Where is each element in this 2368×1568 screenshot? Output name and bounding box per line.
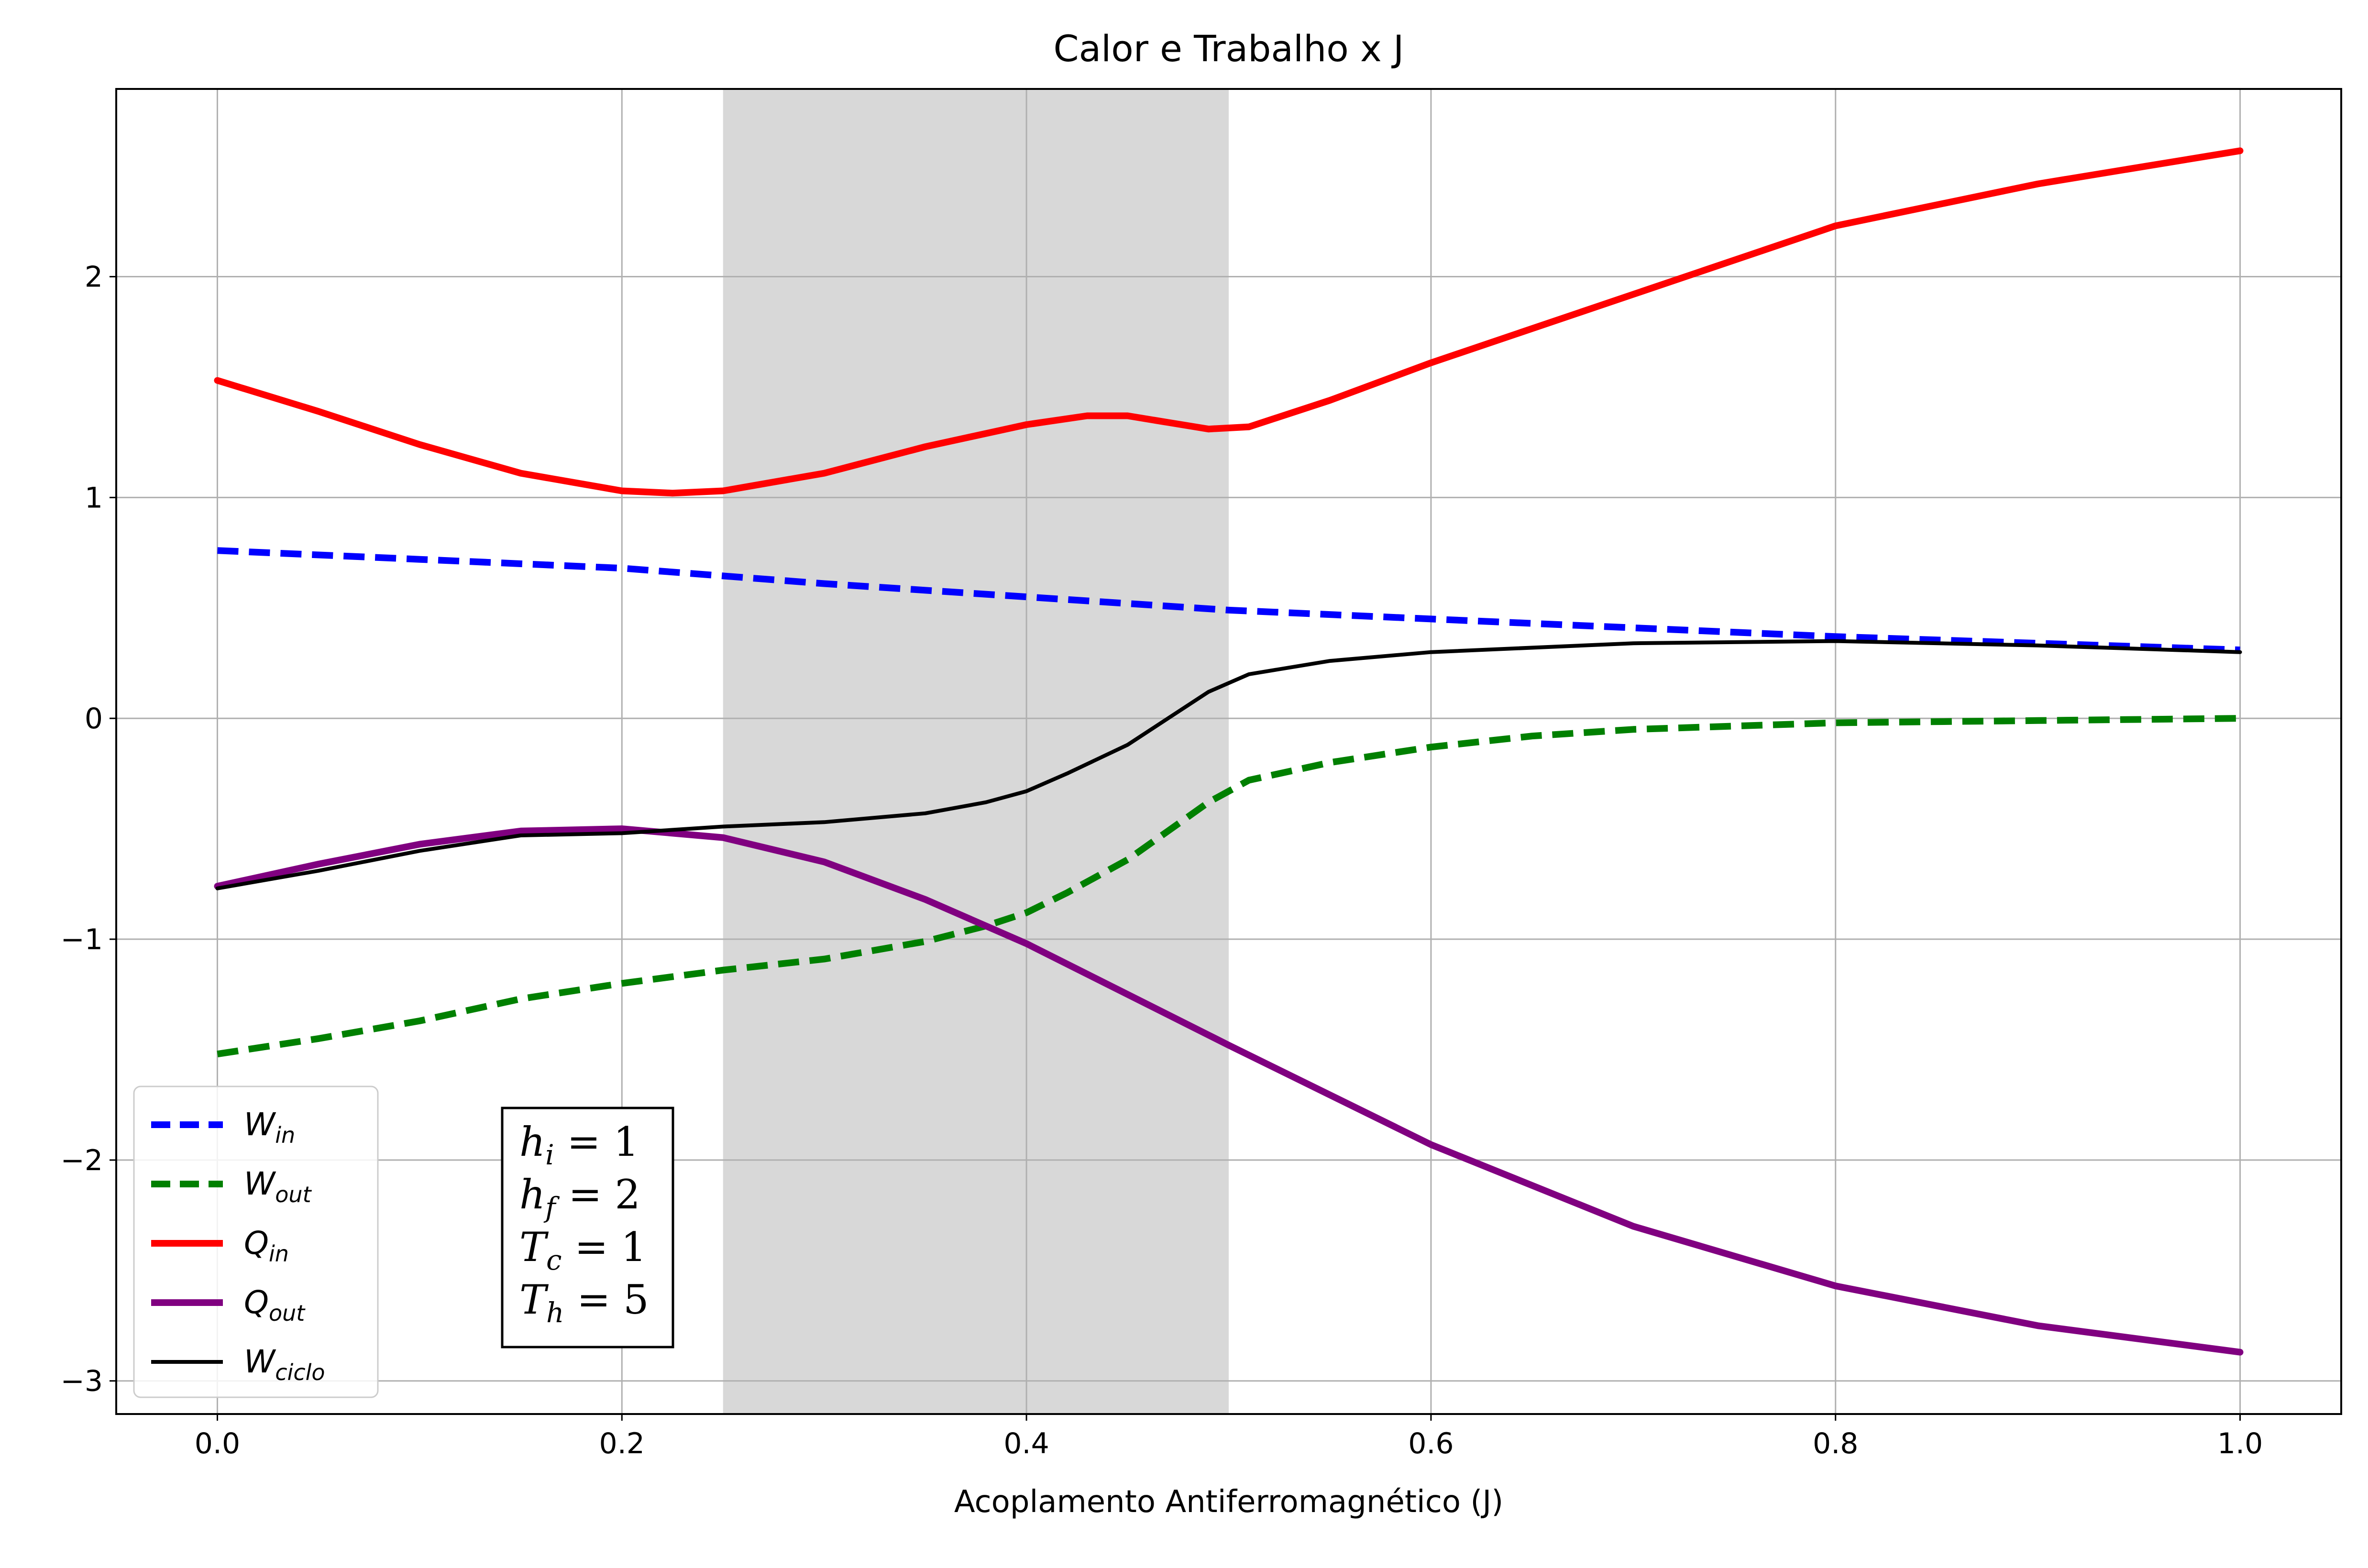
- x-tick-label: 1.0: [2217, 1427, 2263, 1460]
- chart-title: Calor e Trabalho x J: [1054, 27, 1404, 70]
- annotation-line: Th = 5: [519, 1276, 649, 1329]
- tick-layer: 0.0 0.2 0.4 0.6 0.8 1.0 −3 −2 −1 0 1 2: [61, 261, 2263, 1460]
- annotation-box: [501, 1107, 674, 1349]
- y-tick-label: 1: [85, 481, 103, 515]
- y-tick-label: −2: [61, 1144, 103, 1177]
- legend: Win Wout Qin Qout Wciclo: [133, 1086, 379, 1398]
- x-tick-label: 0.4: [1003, 1427, 1049, 1460]
- shaded-region-layer: [723, 89, 1229, 1414]
- legend-label: Qout: [244, 1284, 306, 1326]
- y-tick-label: 2: [85, 261, 103, 294]
- plot-frame: [115, 88, 2342, 1415]
- x-tick-label: 0.8: [1813, 1427, 1858, 1460]
- legend-label: Wout: [244, 1165, 312, 1207]
- series-line-w-in: [217, 547, 2240, 654]
- legend-box: [133, 1086, 379, 1398]
- annotation-line: hi = 1: [519, 1118, 639, 1171]
- x-tick-label: 0.2: [599, 1427, 645, 1460]
- y-tick-label: −1: [61, 923, 103, 956]
- legend-label: Wciclo: [244, 1343, 325, 1385]
- x-tick-label: 0.6: [1408, 1427, 1454, 1460]
- legend-label: Qin: [244, 1225, 289, 1267]
- annotation-line: hf = 2: [519, 1171, 640, 1224]
- x-tick-label: 0.0: [195, 1427, 240, 1460]
- y-tick-label: −3: [61, 1365, 103, 1398]
- shaded-region: [723, 89, 1229, 1414]
- series-line-q-in: [214, 147, 2244, 497]
- legend-label: Win: [244, 1106, 295, 1148]
- series-line-w-out: [217, 715, 2240, 1058]
- series-line-w-ciclo: [215, 639, 2242, 890]
- y-tick-label: 0: [85, 702, 103, 735]
- x-axis-label: Acoplamento Antiferromagnético (J): [954, 1484, 1503, 1520]
- parameter-annotation: hi = 1hf = 2Tc = 1Th = 5: [501, 1107, 674, 1349]
- series-line-q-out: [214, 825, 2244, 1356]
- annotation-line: Tc = 1: [519, 1224, 647, 1276]
- series-layer: [214, 147, 2244, 1356]
